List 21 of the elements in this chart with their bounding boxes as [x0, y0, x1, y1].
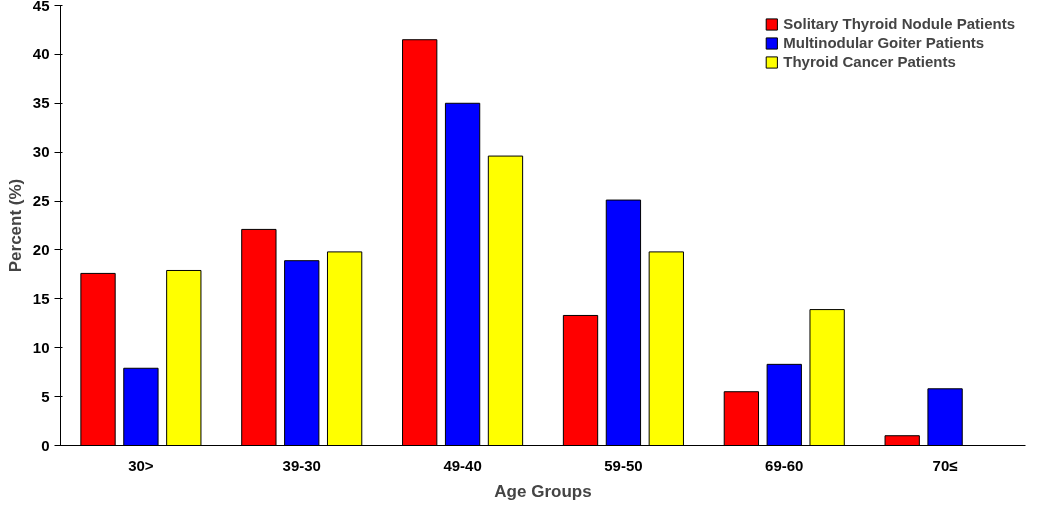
y-tick-label: 35	[32, 94, 50, 112]
y-tick-label: 20	[32, 240, 50, 258]
x-tick-label: 30>	[128, 456, 154, 474]
y-tick-label: 5	[41, 387, 50, 405]
y-tick-label: 25	[32, 192, 50, 210]
legend-label: Solitary Thyroid Nodule Patients	[783, 15, 1015, 32]
legend-label: Thyroid Cancer Patients	[783, 53, 956, 70]
y-tick-label: 0	[41, 436, 50, 454]
x-axis-title: Age Groups	[494, 481, 592, 501]
x-tick-label: 39-30	[282, 456, 321, 474]
x-tick-label: 70≤	[932, 456, 958, 474]
y-axis-title: Percent (%)	[5, 178, 25, 273]
y-tick-label: 15	[32, 289, 50, 307]
y-tick-label: 30	[32, 143, 50, 161]
x-tick-label: 69-60	[765, 456, 804, 474]
y-tick-label: 40	[32, 45, 50, 63]
x-tick-label: 59-50	[604, 456, 643, 474]
y-tick-label: 45	[32, 0, 50, 14]
legend-label: Multinodular Goiter Patients	[783, 34, 985, 51]
x-tick-label: 49-40	[443, 456, 482, 474]
y-tick-label: 10	[32, 338, 50, 356]
